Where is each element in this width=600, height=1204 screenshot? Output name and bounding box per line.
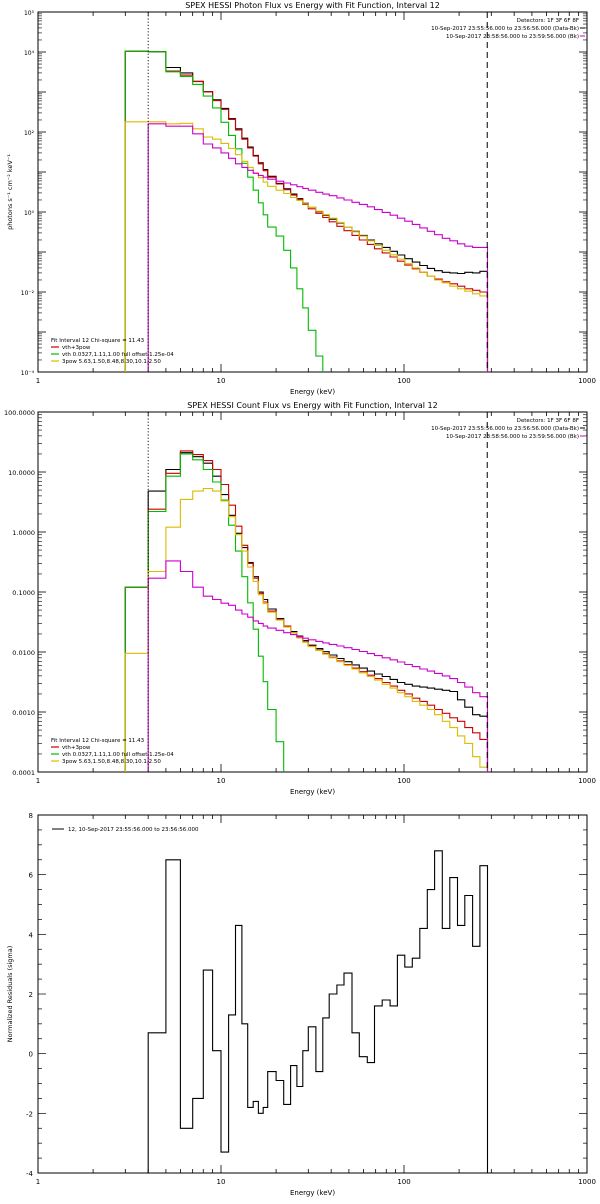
chart-title: SPEX HESSI Photon Flux vs Energy with Fi… [185,1,440,10]
chart-2: 1 10 100 1000 Energy (keV) 0.0001 0.0010 0.0100… [4,401,596,796]
info-block: Detectors: 1F 3F 6F 8F 10-Sep-2017 23:55:… [431,418,585,440]
x-tick-label: 1 [36,1178,40,1186]
series-group [147,850,489,1173]
series-line-3 [124,453,285,772]
x-tick-labels: 1 10 100 1000 [36,777,596,785]
info-block: Detectors: 1F 3F 6F 8F 10-Sep-2017 23:55:… [431,18,585,40]
series-line-5 [147,123,489,372]
y-tick-label: -2 [26,1110,33,1118]
series-line-2 [124,450,489,772]
y-tick-label: 10² [24,130,35,137]
y-tick-label: 2 [29,991,33,999]
plot-frame [37,814,588,1174]
info-line: Detectors: 1F 3F 6F 8F [517,18,579,24]
y-tick-label: 0.1000 [12,589,35,597]
x-tick-label: 1 [36,377,40,385]
x-tick-label: 1000 [578,777,596,785]
legend: 12, 10-Sep-2017 23:55:56.000 to 23:56:56… [52,827,199,833]
y-tick-labels: -4 -2 0 2 4 6 8 [26,812,34,1178]
x-axis-label: Energy (keV) [290,1189,335,1197]
y-tick-label: 10⁻² [21,290,35,297]
plot-frame [37,11,588,373]
y-tick-label: 0.0001 [12,769,35,777]
y-tick-label: 10⁴ [24,50,35,57]
legend: Fit Interval 12 Chi-square = 11.43vth+3p… [51,738,174,765]
series-line-3 [124,50,324,372]
y-tick-label: 10.0000 [8,469,35,477]
info-line: Detectors: 1F 3F 6F 8F [517,418,579,424]
x-axis-ticks [37,815,580,1173]
y-tick-label: 100.0000 [4,409,35,417]
x-tick-labels: 1 10 100 1000 [36,377,596,385]
y-tick-labels: 0.0001 0.0010 0.0100 0.1000 1.0000 10.0000 100… [4,409,35,777]
y-tick-label: 8 [29,812,33,820]
legend-label: vth+3pow [62,345,91,351]
y-tick-label: 6 [29,872,34,880]
series-line-5 [147,560,489,772]
legend-label: 3pow 5.63,1.50,8.48,8.30,10.1,2.50 [62,759,161,765]
legend-label: vth 0.0327,1.11,1.00 full offset 1.25e-0… [62,352,174,358]
x-tick-label: 100 [397,377,410,385]
plot-frame [37,411,588,773]
y-axis-ticks [38,411,587,773]
y-tick-labels: 10⁻⁴ 10⁻² 10⁰ 10² 10⁴ 10⁵ [21,10,35,377]
legend-label: vth+3pow [62,745,91,751]
legend-header: Fit Interval 12 Chi-square = 11.43 [51,338,145,344]
y-axis-ticks [38,814,587,1174]
legend: Fit Interval 12 Chi-square = 11.43vth+3p… [51,338,174,365]
series-line-1 [124,50,489,372]
series-line-1 [147,850,489,1173]
series-line-2 [124,50,489,372]
series-line-4 [124,121,489,372]
y-axis-ticks [38,11,587,373]
x-tick-labels: 1 10 100 1000 [36,1178,596,1186]
chart-3: 1 10 100 1000 Energy (keV) -4 -2 0 2 4 6 8 Normalize… [6,812,596,1197]
y-axis-label: Normalized Residuals (sigma) [6,946,14,1043]
info-line: 10-Sep-2017 23:58:56.000 to 23:59:56.000… [446,34,579,40]
x-axis-label: Energy (keV) [290,388,335,396]
x-tick-label: 1000 [578,377,596,385]
info-line: 10-Sep-2017 23:58:56.000 to 23:59:56.000… [446,434,579,440]
info-line: 10-Sep-2017 23:55:56.000 to 23:56:56.000… [431,426,579,432]
y-tick-label: 1.0000 [12,529,35,537]
chart-title: SPEX HESSI Count Flux vs Energy with Fit… [187,401,438,410]
legend-label: 12, 10-Sep-2017 23:55:56.000 to 23:56:56… [68,827,199,833]
x-tick-label: 1 [36,777,40,785]
series-group [124,50,489,372]
series-group [124,450,489,772]
x-tick-label: 10 [217,1178,226,1186]
y-tick-label: 0 [29,1051,33,1059]
series-line-1 [124,452,489,772]
y-tick-label: 10⁻⁴ [21,370,35,377]
info-line: 10-Sep-2017 23:55:56.000 to 23:56:56.000… [431,26,579,32]
y-tick-label: 4 [29,931,34,939]
x-tick-label: 10 [217,377,226,385]
x-tick-label: 100 [397,1178,410,1186]
legend-label: vth 0.0327,1.11,1.00 full offset 1.25e-0… [62,752,174,758]
x-tick-label: 1000 [578,1178,596,1186]
x-axis-ticks [37,12,580,372]
y-tick-label: -4 [26,1170,34,1178]
y-tick-label: 0.0100 [12,649,35,657]
x-tick-label: 100 [397,777,410,785]
series-line-4 [124,487,489,772]
x-tick-label: 10 [217,777,226,785]
x-axis-label: Energy (keV) [290,788,335,796]
y-axis-label: photons s⁻¹ cm⁻² keV⁻¹ [6,154,14,230]
x-axis-ticks [37,412,580,772]
legend-label: 3pow 5.63,1.50,8.48,8.30,10.1,2.50 [62,359,161,365]
y-tick-label: 10⁵ [24,10,35,17]
legend-header: Fit Interval 12 Chi-square = 11.43 [51,738,145,744]
y-tick-label: 10⁰ [24,210,35,217]
y-tick-label: 0.0010 [12,709,35,717]
